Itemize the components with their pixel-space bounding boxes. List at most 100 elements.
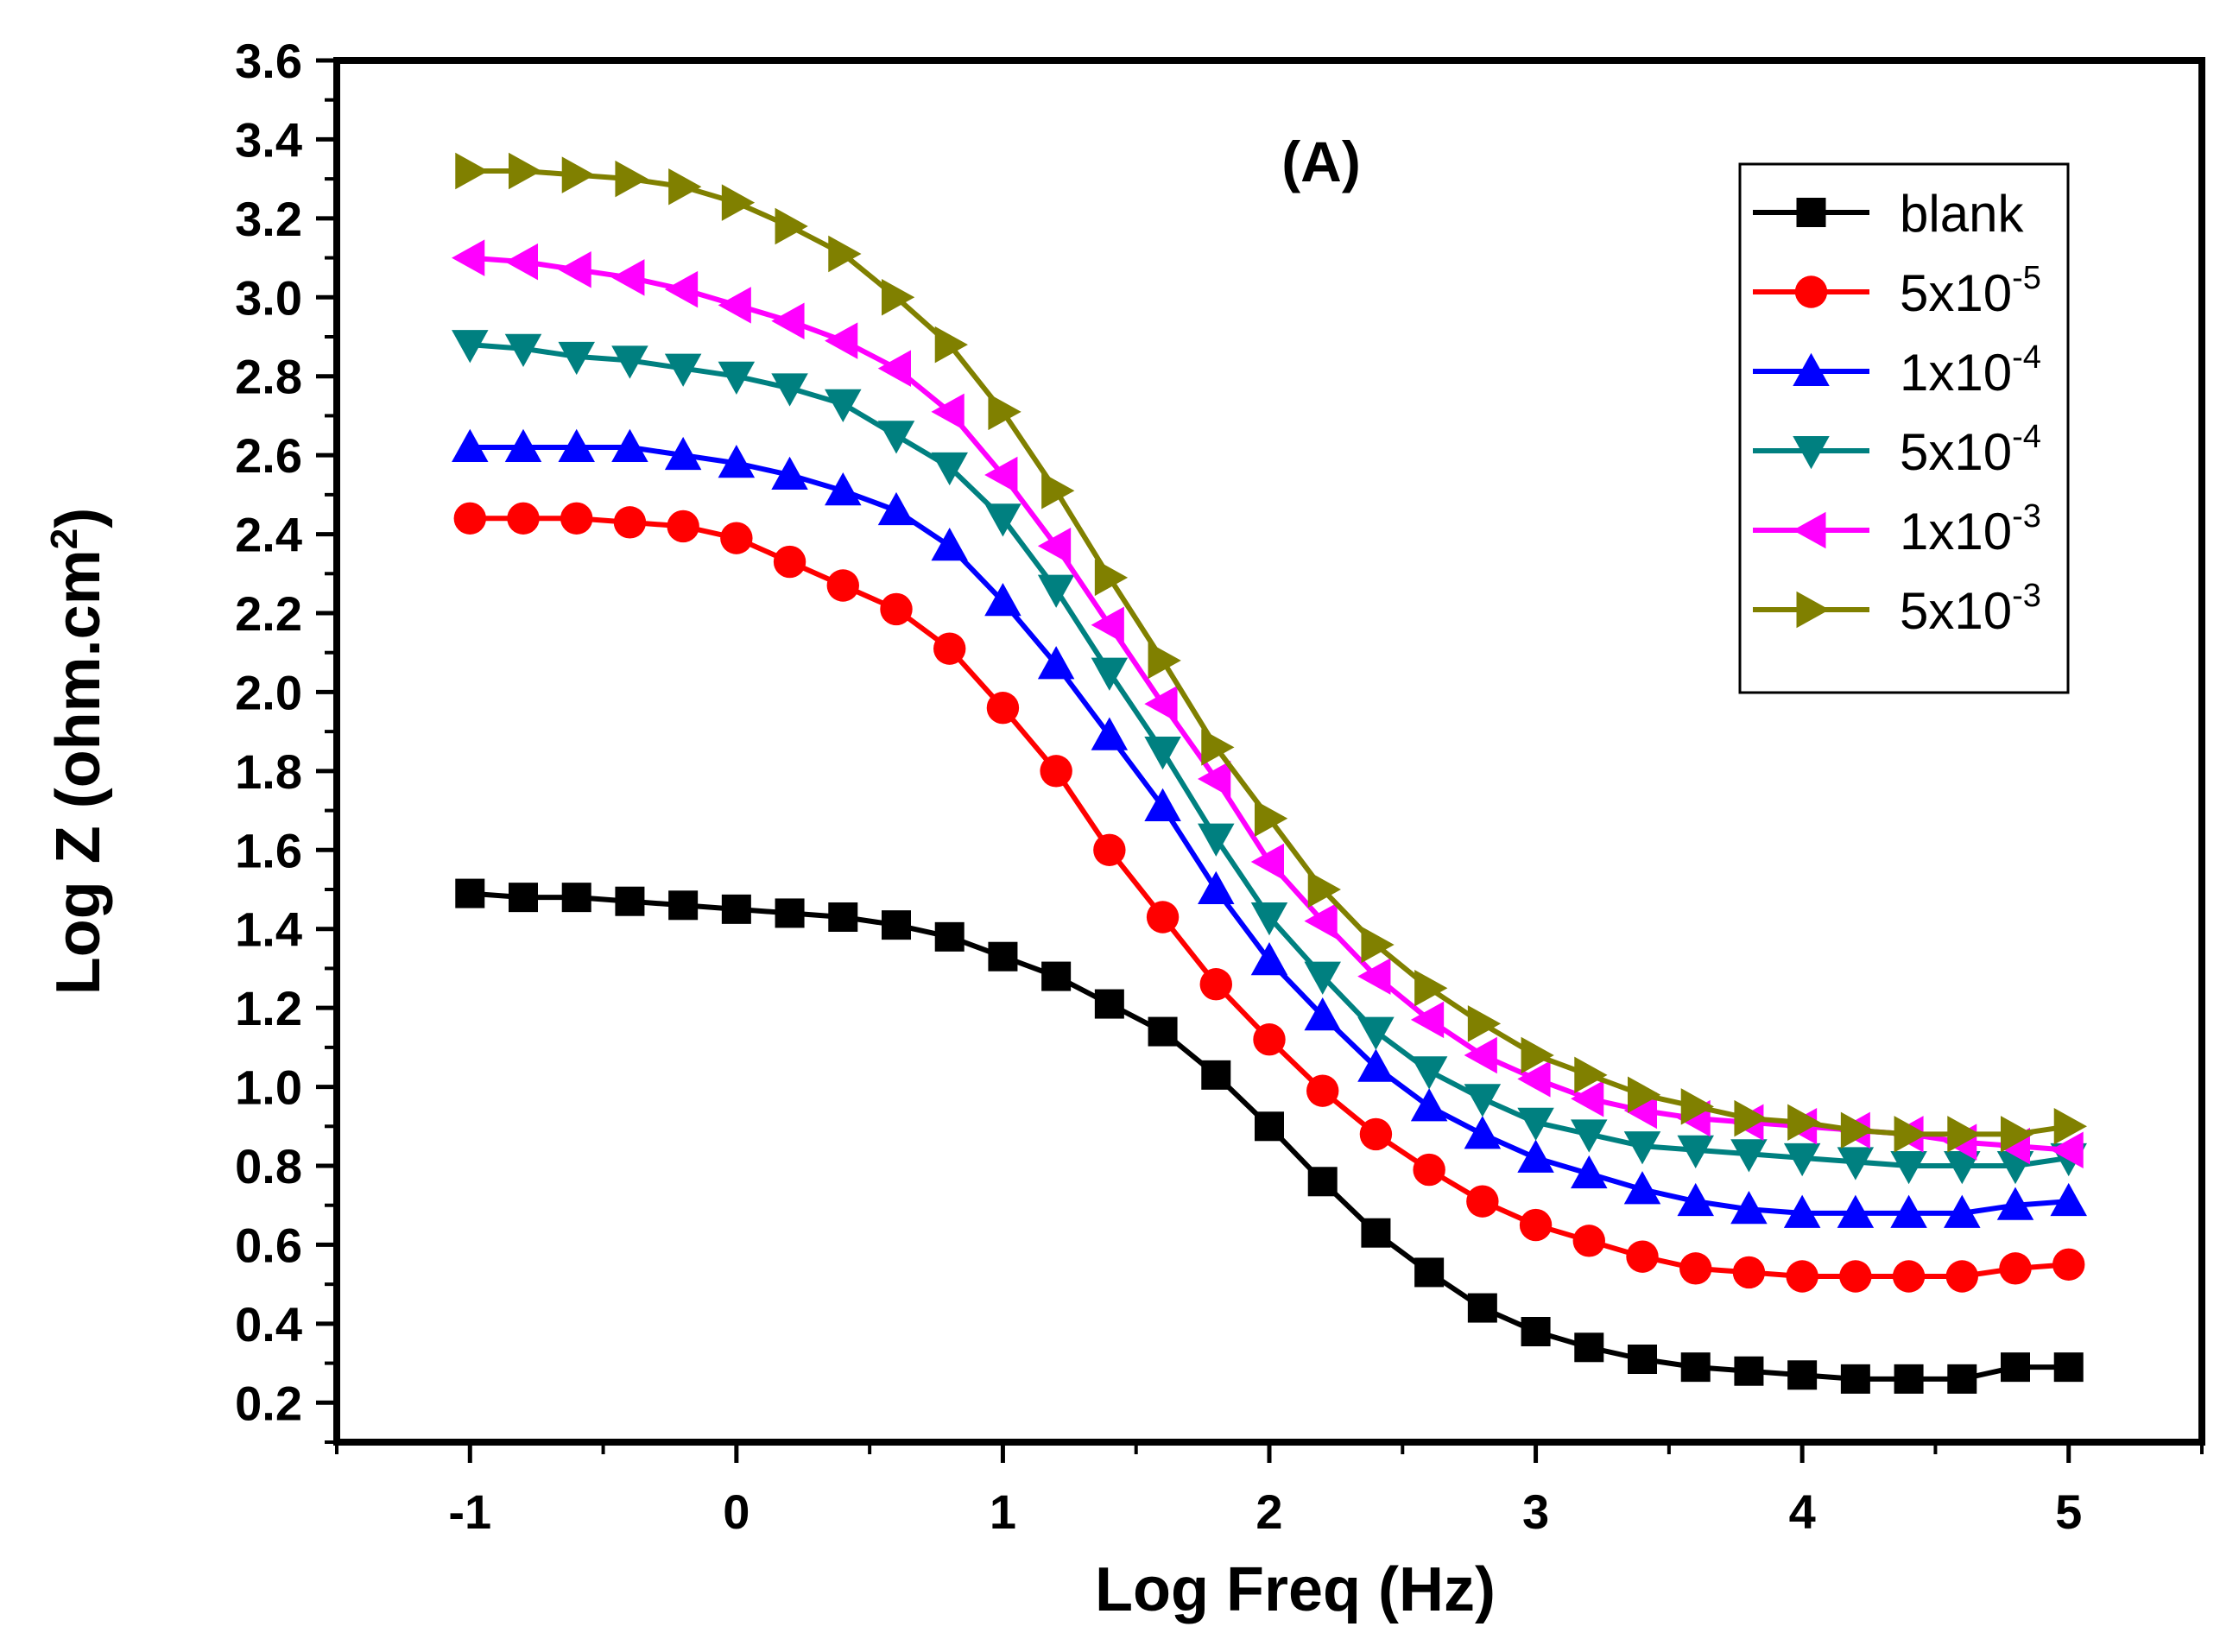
data-point [1037,646,1075,680]
data-point [1410,1001,1445,1039]
data-point [1094,989,1124,1019]
data-point [1464,1084,1502,1117]
legend-box [1738,162,2070,694]
data-point [1093,833,1126,866]
data-point [1623,1171,1661,1205]
data-point [988,393,1021,431]
data-point [1144,788,1181,821]
series-5x10-5 [453,502,2085,1293]
legend-label-base: 5x10 [1900,423,2012,481]
data-point [1361,926,1395,964]
series-5x10-3 [455,152,2087,1153]
data-point [718,361,756,395]
x-tick-label: 4 [1789,1484,1816,1539]
data-point [664,353,702,387]
data-point [1996,1187,2034,1220]
data-point [558,428,595,462]
y-tick-label: 3.6 [235,34,302,88]
series-blank [455,878,2084,1394]
data-point [668,168,702,206]
data-point [1037,528,1072,565]
data-point [1892,1260,1926,1293]
data-point [931,393,965,431]
data-point [1040,755,1072,788]
data-point [1148,1016,1178,1047]
data-point [1732,1256,1766,1289]
data-point [611,259,645,296]
data-point [877,491,915,526]
data-point [1201,1060,1231,1090]
legend-label-sup: -4 [2012,419,2041,455]
data-point [720,522,753,554]
legend-entry: 5x10-5 [1753,260,2041,322]
data-point [2001,1116,2034,1153]
data-point [1517,1139,1554,1173]
data-point [1574,1056,1608,1094]
data-point [1414,1257,1445,1288]
data-point [828,235,862,273]
data-point [825,322,858,359]
y-axis-title: Log Z (ohm.cm2) [43,508,113,995]
data-point [1091,657,1129,691]
data-point [1144,737,1181,770]
legend-label-sup: -5 [2012,260,2041,296]
series-1x10-4 [452,428,2087,1228]
data-point [1304,902,1338,940]
x-tick-label: 5 [2055,1484,2082,1539]
data-point [984,503,1021,537]
data-point [773,545,806,579]
plot-frame [333,57,2205,1446]
data-point [1250,843,1284,881]
data-point [1521,1317,1551,1346]
data-point [1945,1260,1978,1293]
series-5x10-4 [452,330,2087,1185]
legend-label-base: 1x10 [1900,344,2012,402]
data-point [1730,1191,1768,1225]
data-point [2001,1352,2030,1383]
data-point [934,326,968,364]
data-point [1144,685,1178,723]
y-tick-label: 2.2 [235,586,302,641]
data-point [1626,1240,1659,1273]
legend-entry: 1x10-4 [1753,339,2041,402]
y-tick-label: 1.0 [235,1060,302,1115]
data-point [1307,1167,1338,1197]
legend-label: 1x10-3 [1900,498,2041,560]
data-point [1250,902,1288,936]
data-point [771,302,805,339]
data-point [1894,1116,1927,1153]
data-point [1837,1194,1875,1228]
data-point [2050,1182,2087,1217]
data-point [988,941,1018,972]
data-point [1041,961,1072,991]
data-point [984,583,1021,617]
data-point [1837,1147,1875,1180]
data-point [1947,1116,1981,1153]
data-point [721,184,756,221]
data-point [1041,472,1075,510]
data-point [877,350,911,387]
y-tick-label: 0.4 [235,1297,302,1351]
x-tick-label: 1 [990,1484,1016,1539]
data-point [1201,729,1235,766]
legend-label-base: 5x10 [1900,264,2012,322]
tick-labels: 0.2 0.4 0.6 0.8 1.0 1.2 1.4 1.6 1.8 2.0 2.2 2.4 2.6 2… [235,34,2082,1539]
data-point [1519,1208,1553,1242]
data-point [1571,1080,1604,1117]
y-tick-label: 2.8 [235,350,302,404]
data-point [934,921,965,952]
data-point [615,886,645,916]
data-point [1413,1153,1445,1187]
data-point [825,472,862,506]
data-point [1571,1155,1608,1189]
legend-label-sup: -3 [2012,498,2041,535]
data-point [986,692,1020,725]
legend-marker [1796,198,1826,227]
legend-label-sup: -4 [2012,339,2041,376]
data-point [1091,606,1124,643]
data-point [509,152,542,190]
data-point [1357,958,1391,995]
y-axis-title-sup: 2 [43,529,85,549]
y-tick-label: 2.6 [235,428,302,483]
legend-label-sup: -3 [2012,578,2041,614]
